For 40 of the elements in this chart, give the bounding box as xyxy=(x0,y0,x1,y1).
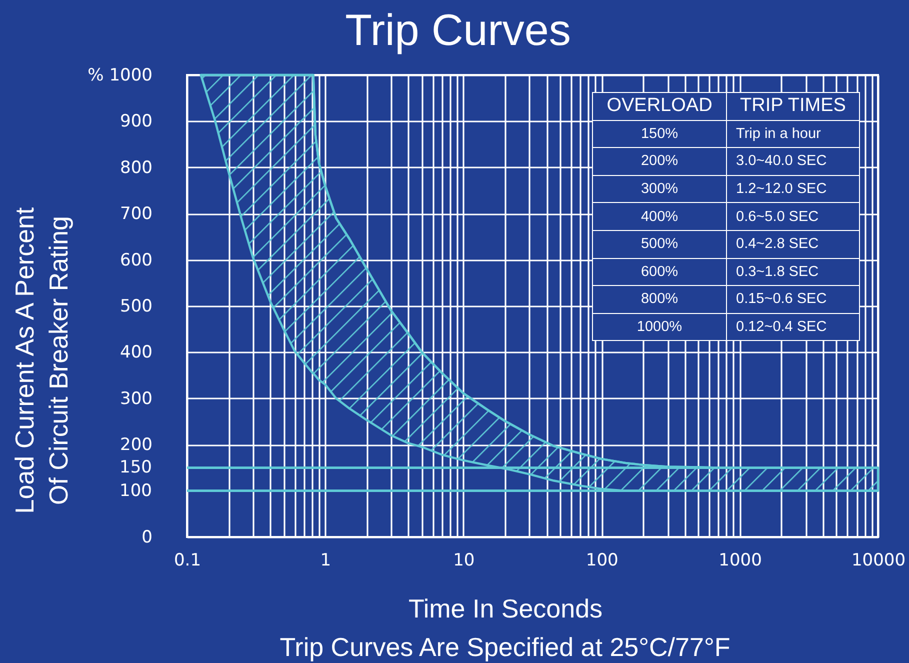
y-tick-label: 500 xyxy=(120,296,152,316)
y-tick-label: 400 xyxy=(120,342,152,363)
x-tick-label: 0.1 xyxy=(174,550,202,570)
annotation: 0.6~5.0 SEC xyxy=(726,202,860,230)
annotation: 3.0~40.0 SEC xyxy=(726,148,860,176)
x-tick-label: 1000 xyxy=(718,550,762,570)
annotation: Trip in a hour xyxy=(726,120,860,148)
annotation: 200% xyxy=(592,148,726,176)
ref-line-label: 100 xyxy=(120,480,152,501)
annotation: 0.4~2.8 SEC xyxy=(726,230,860,258)
y-tick-label: 300 xyxy=(120,388,152,409)
x-axis-title: Time In Seconds xyxy=(408,594,603,624)
x-tick-label: 10 xyxy=(453,550,475,570)
y-tick-label: 200 xyxy=(120,435,152,456)
x-tick-label: 1 xyxy=(320,550,332,570)
y-tick-label: 0 xyxy=(142,528,152,548)
annotation: 1000% xyxy=(592,313,726,341)
y-tick-label: 600 xyxy=(120,250,152,270)
y-tick-label: 700 xyxy=(120,204,152,224)
annotation: 800% xyxy=(592,286,726,314)
annotation: 0.15~0.6 SEC xyxy=(726,286,860,314)
x-tick-label: 100 xyxy=(586,550,618,570)
y-tick-label: 800 xyxy=(120,158,152,178)
y-tick-label: % 1000 xyxy=(88,66,152,86)
annotation: OVERLOAD xyxy=(592,92,726,120)
x-tick-label: 10000 xyxy=(851,550,906,570)
annotation: 300% xyxy=(592,175,726,203)
y-axis-title: Load Current As A Percent Of Circuit Breaker Rating xyxy=(10,206,74,514)
ref-line-label: 150 xyxy=(120,458,152,478)
text: Trip Curves Are Specified at 25°C/77°F xyxy=(280,632,730,662)
y-tick-label: 900 xyxy=(120,112,152,132)
chart-title: Trip Curves xyxy=(345,6,571,55)
annotation: TRIP TIMES xyxy=(726,92,860,120)
annotation: 150% xyxy=(592,120,726,148)
annotation: 0.3~1.8 SEC xyxy=(726,258,860,286)
annotation: 400% xyxy=(592,202,726,230)
annotation: 500% xyxy=(592,230,726,258)
annotation: 1.2~12.0 SEC xyxy=(726,175,860,203)
annotation: 600% xyxy=(592,258,726,286)
annotation: 0.12~0.4 SEC xyxy=(726,313,860,341)
